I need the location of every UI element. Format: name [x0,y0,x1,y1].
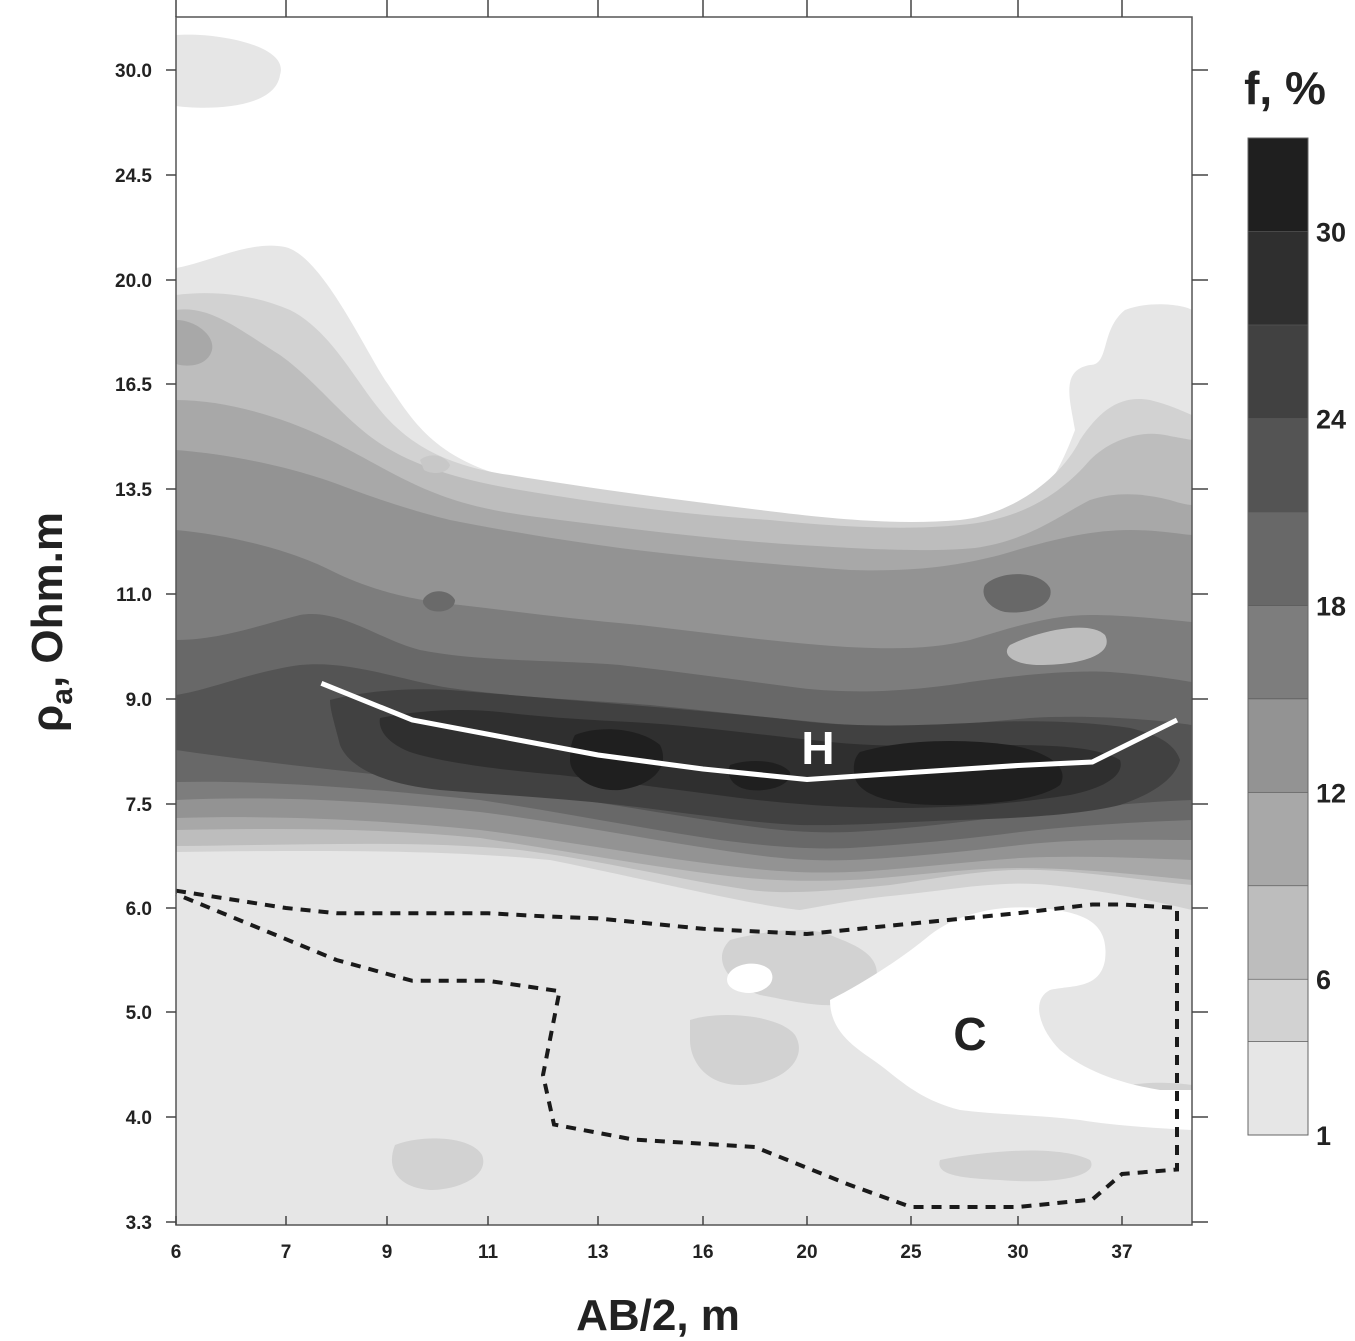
h-line [320,680,1179,783]
x-tick-label: 9 [382,1242,393,1263]
x-tick-label: 7 [281,1242,292,1263]
y-tick-label: 30.0 [115,61,152,82]
contour-island [422,591,455,612]
colorbar-label: 12 [1316,778,1346,808]
colorbar-band [1247,605,1309,700]
contour-band-11 [853,740,1063,805]
x-tick-label: 13 [587,1242,608,1263]
x-tick-label: 37 [1111,1242,1132,1263]
plot-frame [175,16,1193,1226]
colorbar-frame [1247,137,1309,1136]
y-tick-label: 20.0 [115,271,152,292]
colorbar-band [1247,978,1309,1042]
y-tick-label: 5.0 [126,1003,152,1024]
y-tick-label: 13.5 [115,480,152,501]
y-axis-title-unit: , Ohm.m [23,512,72,688]
colorbar-label: 18 [1316,591,1346,621]
y-tick-label: 24.5 [115,166,152,187]
y-tick-label: 4.0 [126,1108,152,1129]
colorbar-band [1247,511,1309,606]
c-zone-boundary [175,888,1179,1209]
y-tick-label: 7.5 [126,795,153,816]
x-tick-label: 6 [171,1242,182,1263]
y-tick-label: 11.0 [116,585,152,606]
colorbar-band [1247,231,1309,326]
contour-island [830,907,1192,1130]
y-axis-title-rho: ρ [23,705,72,732]
contour-island [727,963,773,993]
plot-area: H C [175,16,1193,1226]
colorbar-band [1247,791,1309,887]
y-axis-title: ρa, Ohm.m [23,512,79,732]
contour-island [176,320,213,366]
x-axis: 6 7 9 11 13 16 20 25 30 37 [171,0,1133,1263]
colorbar-bands [1247,137,1309,1136]
y-tick-label: 16.5 [115,375,152,396]
x-tick-label: 25 [900,1242,922,1263]
colorbar-band [1247,698,1309,793]
colorbar-label: 6 [1316,965,1331,995]
x-axis-title: AB/2, m [576,1291,740,1340]
colorbar-label: 24 [1316,404,1346,434]
x-tick-label: 30 [1007,1242,1028,1263]
contour-band-2 [391,1138,484,1190]
colorbar-band [1247,418,1309,513]
y-axis-title-subscript: a [46,688,79,705]
c-label: C [953,1008,986,1060]
contour-band-6 [1006,627,1107,665]
colorbar: f, % 1 6 12 18 24 30 [1244,62,1346,1151]
x-tick-label: 11 [478,1242,499,1263]
h-label: H [801,722,834,774]
contour-island [420,455,450,473]
contour-island [983,574,1051,613]
contour-band-1 [176,34,281,108]
contour-band-2 [939,1150,1092,1182]
x-tick-label: 16 [692,1242,713,1263]
colorbar-band [1247,324,1309,419]
colorbar-labels: 1 6 12 18 24 30 [1316,217,1346,1151]
colorbar-band [1247,885,1309,980]
colorbar-band [1247,137,1309,232]
colorbar-band [1247,1041,1309,1136]
y-tick-label: 9.0 [126,690,152,711]
y-tick-label: 3.3 [126,1213,152,1234]
colorbar-label: 1 [1316,1121,1331,1151]
colorbar-label: 30 [1316,217,1346,247]
x-tick-label: 20 [796,1242,817,1263]
colorbar-title: f, % [1244,62,1326,114]
y-tick-label: 6.0 [126,899,152,920]
y-axis: 3.3 4.0 5.0 6.0 7.5 9.0 11.0 13.5 16.5 20.0 24.5 30… [115,61,1208,1234]
contour-band-2 [690,1015,799,1085]
